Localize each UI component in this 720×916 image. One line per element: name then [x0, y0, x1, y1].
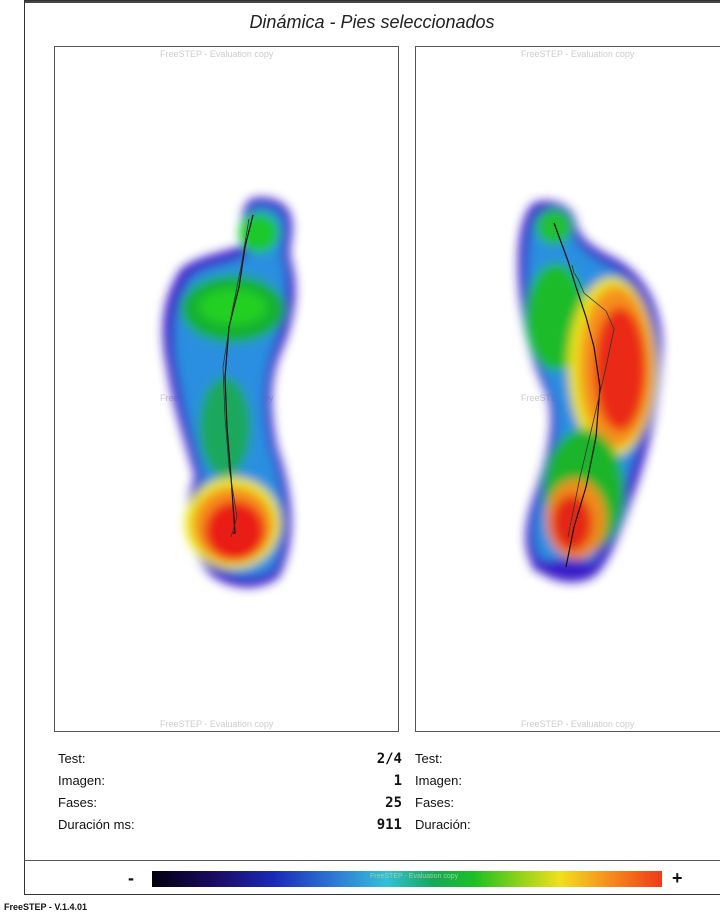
fases-value: 25	[385, 795, 402, 811]
pressure-color-scale: FreeSTEP - Evaluation copy	[152, 871, 662, 887]
watermark-top: FreeSTEP - Evaluation copy	[521, 49, 635, 59]
fases-label: Fases:	[415, 795, 455, 810]
left-foot-pressure-map	[163, 197, 296, 588]
right-foot-panel: FreeSTEP - Evaluation copy FreeSTEP - Ev…	[415, 46, 720, 732]
report-frame	[24, 0, 720, 895]
fases-label: Fases:	[58, 795, 98, 810]
imagen-value: 1	[393, 773, 402, 789]
top-border	[24, 0, 720, 3]
version-label: FreeSTEP - V.1.4.01	[4, 902, 88, 912]
scale-minus-label: -	[128, 868, 134, 888]
test-label: Test:	[415, 751, 443, 766]
scale-watermark: FreeSTEP - Evaluation copy	[370, 873, 459, 880]
duracion-value: 911	[376, 817, 402, 833]
watermark-bottom: FreeSTEP - Evaluation copy	[160, 719, 274, 729]
scale-separator	[24, 860, 720, 861]
left-foot-panel: FreeSTEP - Evaluation copy FreeSTEP - Ev…	[54, 46, 399, 732]
watermark-bottom: FreeSTEP - Evaluation copy	[521, 719, 635, 729]
right-foot-pressure-map	[518, 201, 662, 583]
test-value: 2/4	[376, 751, 402, 767]
report-title: Dinámica - Pies seleccionados	[249, 12, 495, 32]
imagen-label: Imagen:	[58, 773, 105, 788]
left-info-block: Test: 2/4 Imagen: 1 Fases: 25 Duración m…	[58, 748, 404, 836]
test-label: Test:	[58, 751, 86, 766]
scale-plus-label: +	[672, 868, 683, 888]
watermark-top: FreeSTEP - Evaluation copy	[160, 49, 274, 59]
duracion-label: Duración ms:	[58, 817, 135, 832]
duracion-label: Duración:	[415, 817, 471, 832]
right-info-block: Test: Imagen: Fases: Duración:	[415, 748, 715, 836]
imagen-label: Imagen:	[415, 773, 462, 788]
